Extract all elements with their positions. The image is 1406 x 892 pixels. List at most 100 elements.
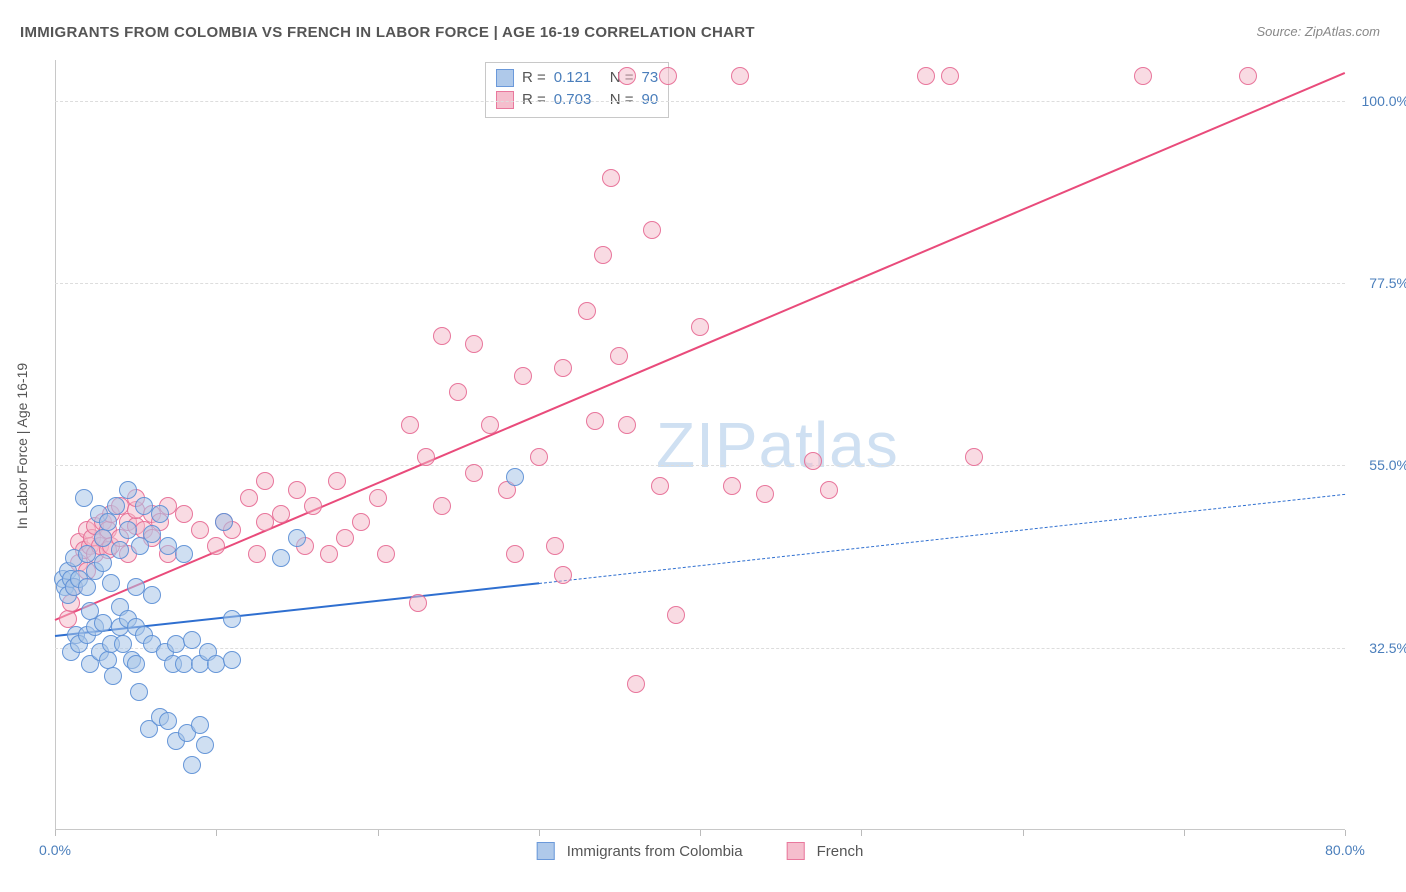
data-point [272, 505, 290, 523]
gridline [55, 648, 1345, 649]
x-tick [55, 830, 56, 836]
data-point [659, 67, 677, 85]
data-point [304, 497, 322, 515]
data-point [248, 545, 266, 563]
chart-source: Source: ZipAtlas.com [1256, 24, 1380, 39]
data-point [433, 497, 451, 515]
gridline [55, 101, 1345, 102]
x-axis-legend: Immigrants from Colombia French [537, 842, 864, 860]
x-tick [378, 830, 379, 836]
x-tick-label: 0.0% [39, 842, 71, 858]
data-point [667, 606, 685, 624]
y-tick-label: 32.5% [1369, 640, 1406, 656]
data-point [691, 318, 709, 336]
data-point [1239, 67, 1257, 85]
data-point [127, 655, 145, 673]
data-point [151, 505, 169, 523]
data-point [369, 489, 387, 507]
data-point [183, 631, 201, 649]
gridline [55, 465, 1345, 466]
data-point [215, 513, 233, 531]
data-point [191, 521, 209, 539]
x-tick [700, 830, 701, 836]
data-point [643, 221, 661, 239]
data-point [175, 545, 193, 563]
x-tick [1184, 830, 1185, 836]
data-point [191, 716, 209, 734]
data-point [618, 416, 636, 434]
data-point [917, 67, 935, 85]
data-point [756, 485, 774, 503]
data-point [546, 537, 564, 555]
data-point [272, 549, 290, 567]
plot-area: ZIPatlas R = 0.121 N = 73 R = 0.703 N = … [55, 60, 1345, 830]
watermark: ZIPatlas [656, 408, 899, 482]
data-point [409, 594, 427, 612]
watermark-bold: ZIP [656, 409, 759, 481]
data-point [723, 477, 741, 495]
data-point [804, 452, 822, 470]
data-point [449, 383, 467, 401]
data-point [119, 481, 137, 499]
y-tick-label: 77.5% [1369, 275, 1406, 291]
data-point [94, 554, 112, 572]
data-point [586, 412, 604, 430]
data-point [99, 513, 117, 531]
data-point [94, 529, 112, 547]
legend-swatch-series2 [787, 842, 805, 860]
data-point [651, 477, 669, 495]
regression-line [539, 494, 1345, 584]
chart-container: IMMIGRANTS FROM COLOMBIA VS FRENCH IN LA… [0, 0, 1406, 892]
y-axis-title: In Labor Force | Age 16-19 [14, 363, 30, 529]
n-value-1: 73 [642, 67, 659, 89]
data-point [114, 635, 132, 653]
r-label-1: R = [522, 67, 546, 89]
data-point [1134, 67, 1152, 85]
data-point [223, 610, 241, 628]
data-point [594, 246, 612, 264]
data-point [506, 545, 524, 563]
data-point [183, 756, 201, 774]
data-point [99, 651, 117, 669]
data-point [433, 327, 451, 345]
data-point [107, 497, 125, 515]
data-point [288, 529, 306, 547]
data-point [143, 586, 161, 604]
y-tick-label: 100.0% [1362, 93, 1406, 109]
x-tick [539, 830, 540, 836]
data-point [256, 472, 274, 490]
y-tick-label: 55.0% [1369, 457, 1406, 473]
data-point [111, 541, 129, 559]
data-point [119, 521, 137, 539]
x-tick [861, 830, 862, 836]
data-point [941, 67, 959, 85]
x-tick [216, 830, 217, 836]
y-axis [55, 60, 56, 830]
swatch-series1 [496, 69, 514, 87]
data-point [94, 614, 112, 632]
x-tick-label: 80.0% [1325, 842, 1365, 858]
data-point [506, 468, 524, 486]
r-value-1: 0.121 [554, 67, 602, 89]
data-point [465, 335, 483, 353]
data-point [578, 302, 596, 320]
data-point [143, 525, 161, 543]
data-point [530, 448, 548, 466]
data-point [159, 712, 177, 730]
data-point [618, 67, 636, 85]
legend-label-series1: Immigrants from Colombia [567, 843, 743, 860]
data-point [256, 513, 274, 531]
data-point [602, 169, 620, 187]
legend-label-series2: French [817, 843, 864, 860]
data-point [288, 481, 306, 499]
data-point [610, 347, 628, 365]
data-point [401, 416, 419, 434]
x-tick [1023, 830, 1024, 836]
data-point [377, 545, 395, 563]
data-point [352, 513, 370, 531]
data-point [175, 505, 193, 523]
data-point [820, 481, 838, 499]
data-point [731, 67, 749, 85]
data-point [328, 472, 346, 490]
data-point [627, 675, 645, 693]
